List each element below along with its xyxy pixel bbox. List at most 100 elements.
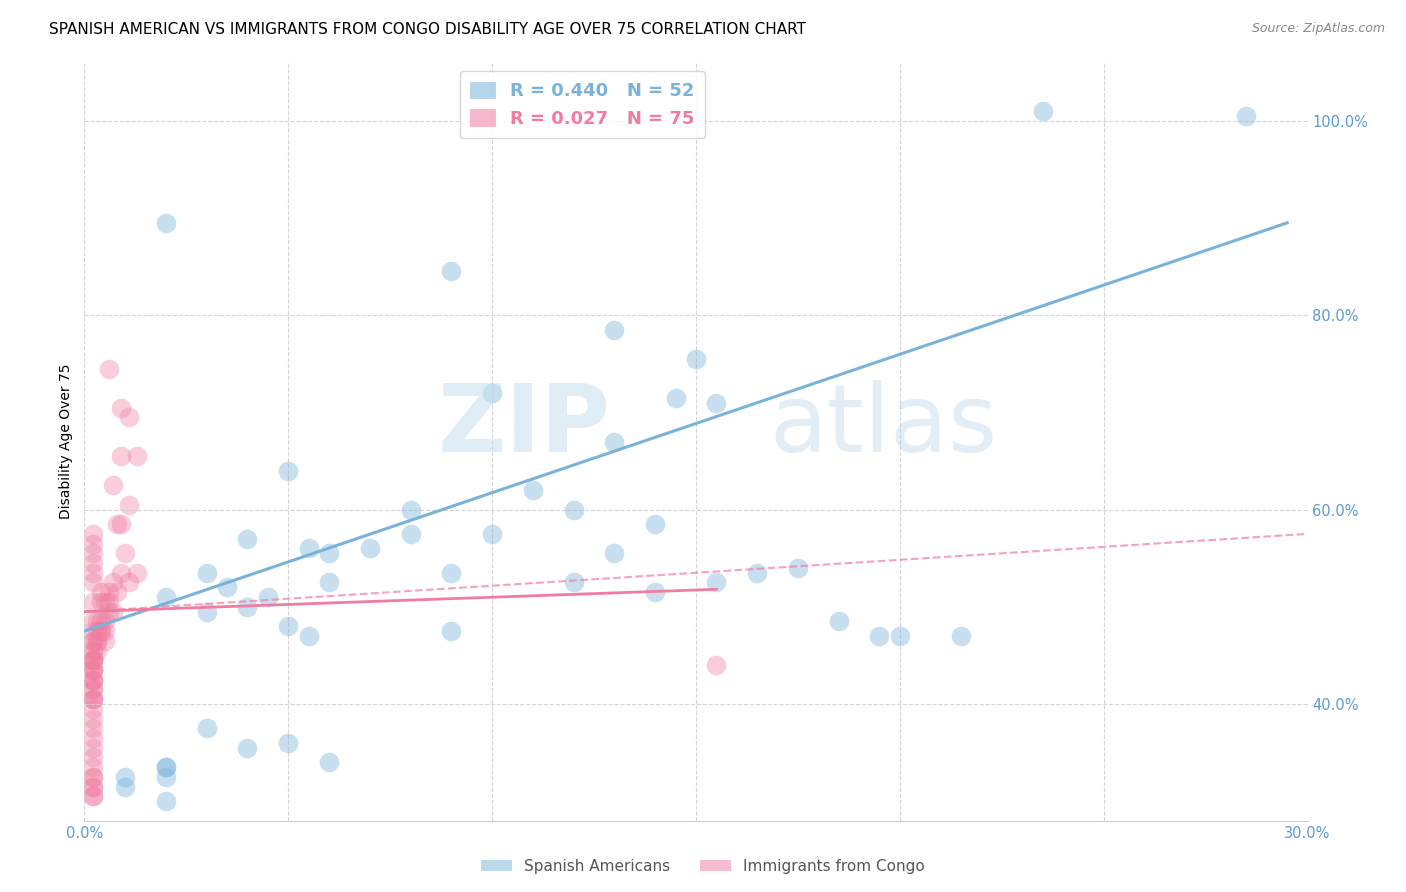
Point	[82, 653, 104, 667]
Point	[82, 789, 104, 804]
Point	[127, 566, 149, 580]
Point	[665, 391, 688, 405]
Point	[217, 580, 239, 594]
Point	[127, 449, 149, 463]
Point	[706, 658, 728, 673]
Point	[318, 756, 340, 770]
Point	[82, 643, 104, 657]
Point	[82, 740, 104, 755]
Legend: Spanish Americans, Immigrants from Congo: Spanish Americans, Immigrants from Congo	[475, 853, 931, 880]
Point	[82, 789, 104, 804]
Point	[828, 615, 851, 629]
Point	[90, 624, 112, 639]
Point	[298, 541, 321, 556]
Point	[706, 575, 728, 590]
Point	[82, 692, 104, 706]
Text: Source: ZipAtlas.com: Source: ZipAtlas.com	[1251, 22, 1385, 36]
Point	[195, 566, 218, 580]
Point	[562, 575, 585, 590]
Point	[82, 653, 104, 667]
Point	[82, 633, 104, 648]
Point	[101, 575, 124, 590]
Point	[399, 527, 422, 541]
Point	[101, 605, 124, 619]
Point	[114, 780, 136, 794]
Point	[195, 721, 218, 735]
Point	[562, 502, 585, 516]
Point	[155, 770, 177, 784]
Point	[869, 629, 891, 643]
Point	[105, 517, 128, 532]
Point	[82, 780, 104, 794]
Point	[82, 673, 104, 687]
Point	[440, 566, 463, 580]
Point	[82, 682, 104, 697]
Point	[82, 780, 104, 794]
Point	[118, 575, 141, 590]
Point	[82, 673, 104, 687]
Point	[236, 740, 259, 755]
Point	[685, 351, 707, 366]
Point	[644, 585, 666, 599]
Point	[481, 527, 503, 541]
Point	[1236, 109, 1258, 123]
Point	[86, 615, 108, 629]
Point	[82, 731, 104, 745]
Point	[82, 702, 104, 716]
Point	[114, 770, 136, 784]
Point	[298, 629, 321, 643]
Point	[93, 595, 115, 609]
Point	[889, 629, 911, 643]
Point	[82, 721, 104, 735]
Point	[110, 517, 132, 532]
Point	[603, 546, 626, 560]
Point	[787, 561, 810, 575]
Point	[277, 464, 299, 478]
Point	[82, 770, 104, 784]
Point	[86, 633, 108, 648]
Point	[82, 663, 104, 677]
Point	[86, 643, 108, 657]
Point	[950, 629, 973, 643]
Point	[481, 386, 503, 401]
Text: ZIP: ZIP	[437, 380, 610, 473]
Point	[97, 585, 120, 599]
Point	[93, 624, 115, 639]
Text: SPANISH AMERICAN VS IMMIGRANTS FROM CONGO DISABILITY AGE OVER 75 CORRELATION CHA: SPANISH AMERICAN VS IMMIGRANTS FROM CONG…	[49, 22, 806, 37]
Point	[82, 566, 104, 580]
Point	[155, 590, 177, 604]
Point	[82, 643, 104, 657]
Point	[82, 536, 104, 550]
Point	[318, 575, 340, 590]
Point	[155, 760, 177, 774]
Point	[603, 434, 626, 449]
Point	[277, 619, 299, 633]
Point	[82, 653, 104, 667]
Point	[644, 517, 666, 532]
Point	[82, 712, 104, 726]
Point	[101, 478, 124, 492]
Point	[440, 624, 463, 639]
Point	[155, 216, 177, 230]
Point	[82, 692, 104, 706]
Point	[277, 736, 299, 750]
Point	[82, 750, 104, 764]
Point	[82, 760, 104, 774]
Point	[706, 395, 728, 409]
Point	[82, 653, 104, 667]
Point	[82, 633, 104, 648]
Point	[105, 585, 128, 599]
Point	[82, 663, 104, 677]
Point	[603, 323, 626, 337]
Point	[82, 556, 104, 570]
Point	[86, 624, 108, 639]
Point	[399, 502, 422, 516]
Point	[236, 599, 259, 614]
Point	[155, 794, 177, 808]
Point	[114, 546, 136, 560]
Point	[82, 770, 104, 784]
Point	[82, 546, 104, 560]
Point	[118, 410, 141, 425]
Legend: R = 0.440   N = 52, R = 0.027   N = 75: R = 0.440 N = 52, R = 0.027 N = 75	[460, 71, 706, 138]
Point	[90, 585, 112, 599]
